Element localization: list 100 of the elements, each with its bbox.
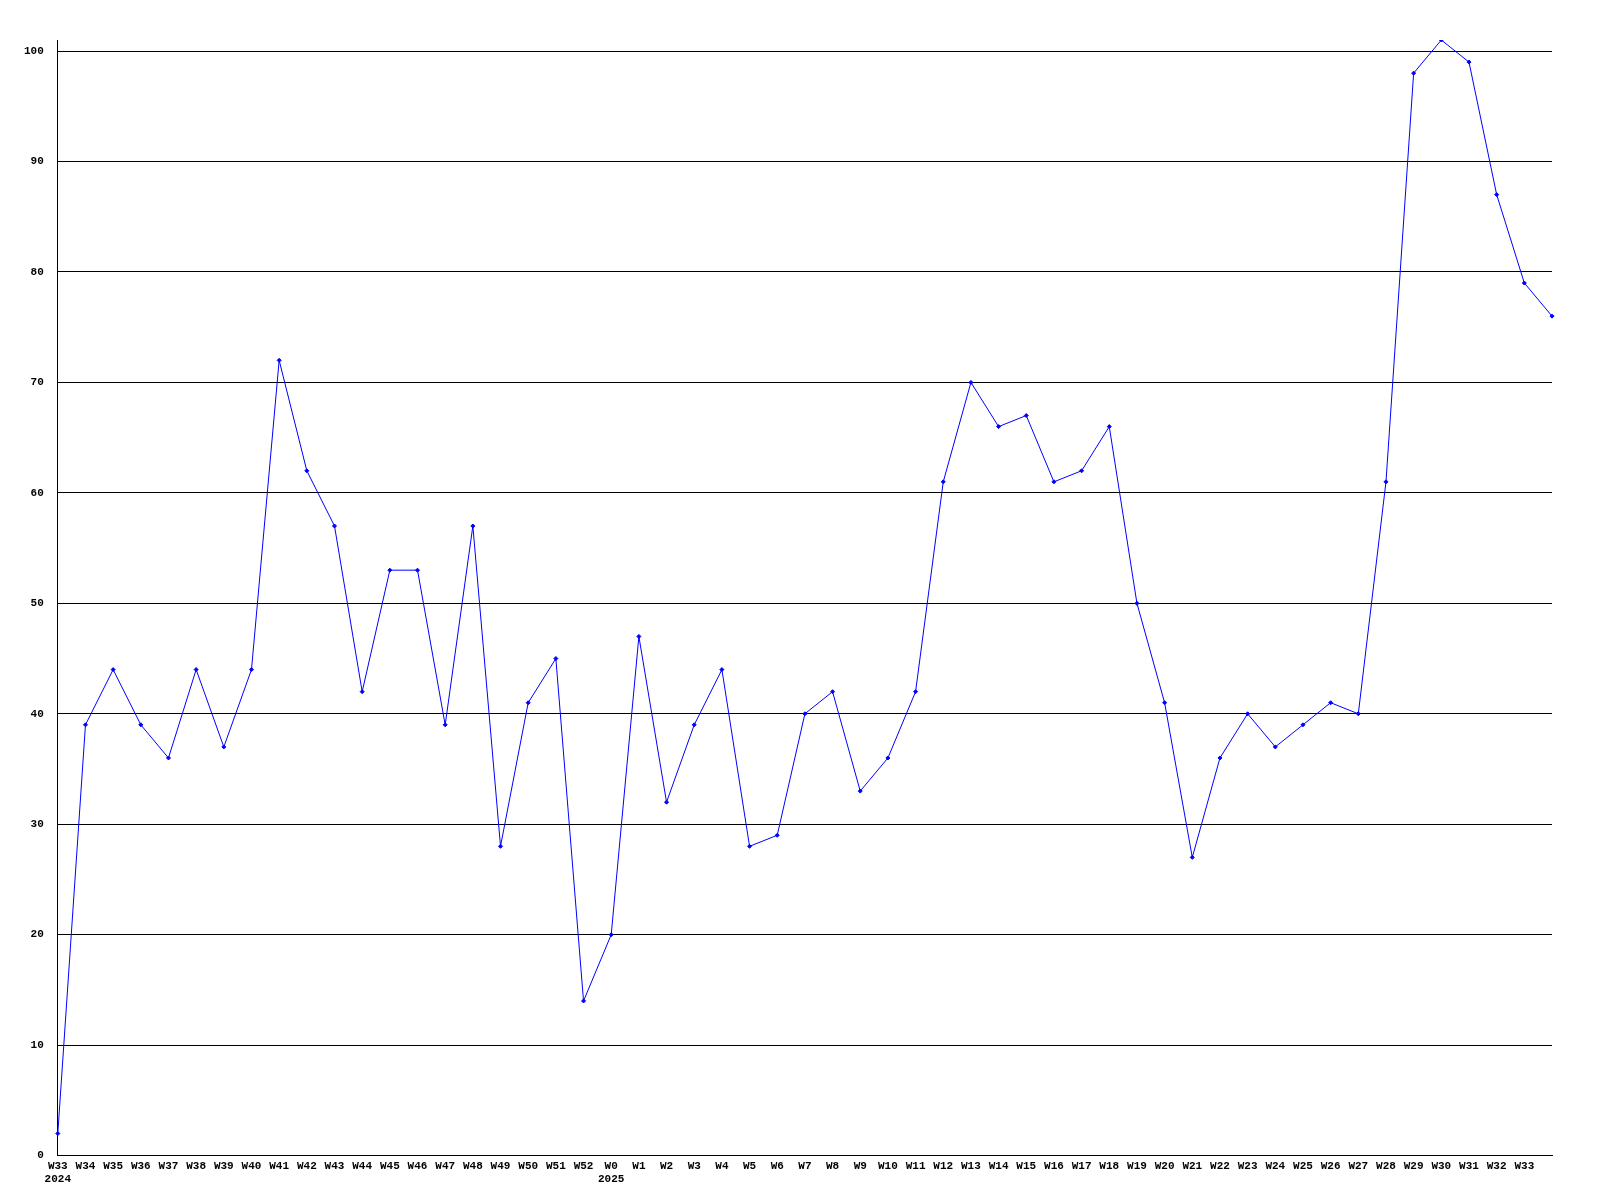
y-tick-label: 100 xyxy=(23,44,44,57)
point xyxy=(138,722,144,728)
x-tick-label: W18 xyxy=(1099,1159,1120,1172)
x-tick-label: W36 xyxy=(130,1159,151,1172)
point xyxy=(608,932,614,938)
point xyxy=(1217,755,1223,761)
point xyxy=(1162,700,1168,706)
x-tick-label: W2 xyxy=(659,1159,674,1172)
point xyxy=(525,700,531,706)
x-tick-label: W52 xyxy=(573,1159,594,1172)
x-tick-label: W40 xyxy=(241,1159,262,1172)
point xyxy=(1189,854,1195,860)
point xyxy=(165,755,171,761)
point xyxy=(1383,479,1389,485)
point xyxy=(691,722,697,728)
x-tick-label: W49 xyxy=(490,1159,511,1172)
y-tick-label: 30 xyxy=(30,818,44,830)
point xyxy=(1466,59,1472,65)
x-tick-label: W42 xyxy=(296,1159,317,1172)
x-tick-label: W28 xyxy=(1376,1159,1397,1172)
point xyxy=(55,1131,61,1137)
point xyxy=(830,689,836,695)
point xyxy=(940,479,946,485)
point xyxy=(1245,711,1251,717)
y-tick-label: 40 xyxy=(30,707,44,720)
x-tick-label: W12 xyxy=(933,1159,954,1172)
point xyxy=(885,755,891,761)
x-tick-label: W30 xyxy=(1431,1159,1452,1172)
point xyxy=(1549,313,1555,319)
point xyxy=(498,843,504,849)
point xyxy=(442,722,448,728)
x-tick-label: W51 xyxy=(545,1159,567,1172)
x-tick-label: W6 xyxy=(770,1159,784,1172)
x-tick-label: W48 xyxy=(462,1159,484,1172)
point xyxy=(82,722,88,728)
x-tick-label: W22 xyxy=(1210,1159,1230,1172)
x-tick-label: W39 xyxy=(213,1159,234,1172)
x-tick-label: W29 xyxy=(1403,1159,1424,1172)
x-tick-label: W41 xyxy=(269,1159,290,1172)
point xyxy=(249,667,254,673)
x-tick-label: W23 xyxy=(1237,1159,1258,1172)
point xyxy=(415,567,421,573)
y-tick-label: 60 xyxy=(30,486,44,499)
point xyxy=(1134,600,1140,606)
x-tick-label: W46 xyxy=(407,1159,428,1172)
point xyxy=(221,744,227,750)
point xyxy=(1328,700,1334,706)
x-tick-label: W38 xyxy=(186,1159,207,1172)
x-tick-label: W35 xyxy=(103,1159,124,1172)
point xyxy=(747,843,753,849)
point xyxy=(1106,424,1112,430)
point xyxy=(664,799,670,805)
point xyxy=(110,667,116,673)
y-tick-label: 10 xyxy=(30,1038,44,1051)
x-tick-label: W50 xyxy=(518,1159,539,1172)
x-tick-label: W11 xyxy=(905,1159,926,1172)
x-tick-label: W34 xyxy=(75,1159,96,1172)
point xyxy=(913,689,919,695)
x-tick-label: W21 xyxy=(1182,1159,1203,1172)
point xyxy=(1051,479,1057,485)
point xyxy=(387,567,393,573)
x-tick-label: W24 xyxy=(1265,1159,1286,1172)
x-tick-label: W4 xyxy=(715,1159,729,1172)
x-tick-label: W8 xyxy=(825,1159,840,1172)
y-tick-label: 90 xyxy=(30,155,44,168)
x-tick-label: W0 2025 xyxy=(598,1159,625,1186)
point xyxy=(1079,468,1085,474)
point xyxy=(968,379,974,385)
x-tick-label: W7 xyxy=(798,1159,812,1172)
point xyxy=(1494,192,1500,198)
point xyxy=(470,523,476,529)
x-tick-label: W33 2024 xyxy=(44,1159,72,1186)
x-tick-label: W33 xyxy=(1514,1159,1535,1172)
point xyxy=(802,711,808,717)
x-tick-label: W14 xyxy=(988,1159,1009,1172)
point xyxy=(359,689,365,695)
y-tick-label: 0 xyxy=(37,1149,44,1162)
x-tick-label: W31 xyxy=(1459,1159,1480,1172)
x-tick-label: W37 xyxy=(158,1159,179,1172)
y-tick-label: 50 xyxy=(30,597,44,610)
point xyxy=(1300,722,1306,728)
point xyxy=(581,998,587,1004)
x-tick-label: W25 xyxy=(1293,1159,1314,1172)
x-tick-label: W27 xyxy=(1348,1159,1369,1172)
x-tick-label: W32 xyxy=(1486,1159,1507,1172)
point xyxy=(719,667,725,673)
x-tick-label: W9 xyxy=(853,1159,867,1172)
point xyxy=(857,788,863,794)
x-tick-label: W15 xyxy=(1016,1159,1037,1172)
x-tick-label: W20 xyxy=(1154,1159,1175,1172)
y-tick-label: 80 xyxy=(30,265,44,278)
x-tick-label: W17 xyxy=(1071,1159,1092,1172)
x-tick-label: W5 xyxy=(742,1159,757,1172)
x-tick-label: W44 xyxy=(352,1159,373,1172)
point xyxy=(636,633,642,639)
x-tick-label: W16 xyxy=(1044,1159,1064,1172)
point xyxy=(996,424,1002,430)
point xyxy=(304,468,310,474)
y-tick-label: 70 xyxy=(30,376,44,389)
point xyxy=(1023,413,1029,419)
